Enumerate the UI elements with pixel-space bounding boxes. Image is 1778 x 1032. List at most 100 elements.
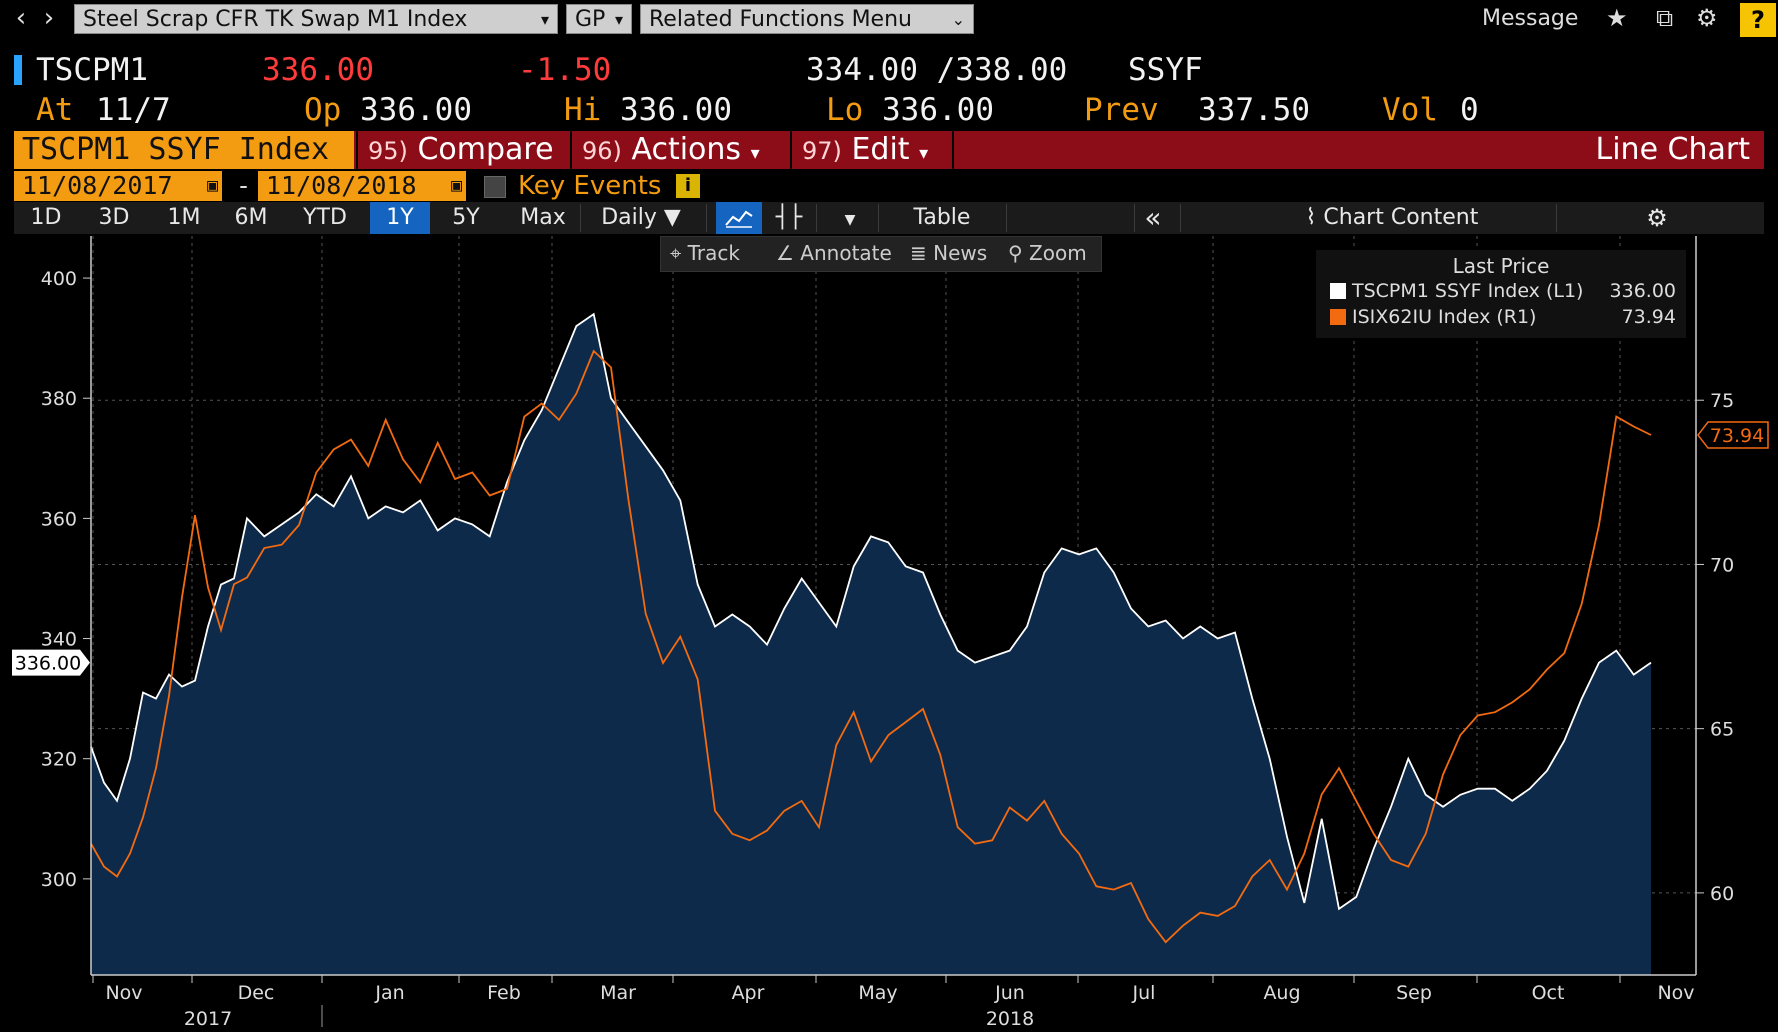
edit-number: 97) (802, 137, 842, 165)
left-tick-label: 360 (41, 508, 77, 530)
end-date-value: 11/08/2018 (266, 171, 417, 200)
net-change: -1.50 (518, 52, 612, 88)
forward-icon[interactable]: › (43, 3, 55, 33)
caret-down-icon: ▼ (844, 212, 856, 228)
left-tick-label: 380 (41, 388, 77, 410)
period-button-max[interactable]: Max (520, 205, 566, 230)
period-button-5y[interactable]: 5Y (452, 205, 480, 230)
start-date-value: 11/08/2017 (22, 171, 173, 200)
last-price-tag-left (12, 649, 90, 676)
key-events-label[interactable]: Key Events (518, 171, 662, 201)
ohlc-bar-icon: ┤├ (775, 205, 803, 230)
related-functions-label: Related Functions Menu (649, 7, 912, 32)
calendar-icon[interactable]: ▣ (207, 175, 218, 196)
start-date-input[interactable]: 11/08/2017 ▣ (14, 171, 222, 201)
chevron-down-icon: ▾ (919, 143, 929, 164)
prev-value: 337.50 (1198, 92, 1310, 128)
annotate-button[interactable]: ∠ Annotate (776, 236, 892, 270)
chart-type-label: Line Chart (1595, 132, 1751, 167)
high-value: 336.00 (620, 92, 732, 128)
period-button-ytd[interactable]: YTD (303, 205, 347, 230)
ticker: TSCPM1 (36, 52, 148, 88)
collapse-double-chevron-icon[interactable]: « (1144, 201, 1162, 234)
legend-item[interactable]: ISIX62IU Index (R1) 73.94 (1330, 306, 1676, 328)
security-name[interactable]: TSCPM1 SSYF Index (14, 131, 354, 169)
divider (816, 204, 817, 232)
favorite-star-icon[interactable]: ★ (1606, 4, 1628, 32)
chevron-down-icon: ▾ (540, 10, 549, 29)
ticker-marker (14, 55, 22, 85)
edit-button[interactable]: 97) Edit ▾ (790, 131, 950, 169)
news-button[interactable]: ≣ News (910, 236, 987, 270)
right-tick-label: 60 (1710, 883, 1734, 905)
legend-title: Last Price (1452, 254, 1550, 278)
legend-item[interactable]: TSCPM1 SSYF Index (L1) 336.00 (1330, 280, 1676, 302)
x-tick-label: Sep (1396, 982, 1432, 1004)
zoom-label: Zoom (1029, 241, 1087, 265)
period-button-6m[interactable]: 6M (234, 205, 268, 230)
calendar-icon[interactable]: ▣ (451, 175, 462, 196)
settings-gear-icon[interactable]: ⚙ (1696, 4, 1718, 32)
series-area-tscpm1-ssyf-index (91, 314, 1651, 976)
x-tick-label: Mar (600, 982, 636, 1004)
date-separator: - (236, 171, 252, 200)
divider (1180, 204, 1181, 232)
right-tick-label: 75 (1710, 390, 1734, 412)
open-value: 336.00 (360, 92, 472, 128)
x-tick-label: Nov (105, 982, 142, 1004)
bid-ask: 334.00 /338.00 (806, 52, 1068, 88)
divider (1006, 204, 1007, 232)
info-icon[interactable]: i (676, 174, 700, 198)
left-tick-label: 340 (41, 629, 77, 651)
track-button[interactable]: ⌖ Track (670, 236, 740, 270)
caret-down-icon: ▼ (663, 205, 681, 230)
chart-content-icon: ⌇ (1305, 205, 1317, 230)
chart-style-dropdown[interactable]: ▼ (822, 202, 878, 234)
frequency-dropdown[interactable]: Daily ▼ (586, 202, 696, 234)
low-label: Lo (826, 92, 864, 128)
news-list-icon: ≣ (910, 241, 927, 265)
related-functions-dropdown[interactable]: Related Functions Menu ⌄ (640, 4, 974, 34)
actions-label: Actions (631, 132, 742, 167)
pricing-source: SSYF (1128, 52, 1203, 88)
line-chart-style-button[interactable] (716, 202, 762, 234)
x-tick-label: Jun (994, 982, 1025, 1004)
low-value: 336.00 (882, 92, 994, 128)
divider (580, 204, 581, 232)
period-button-1m[interactable]: 1M (167, 205, 201, 230)
source-dropdown[interactable]: GP ▾ (566, 4, 632, 34)
year-label: 2017 (184, 1008, 232, 1030)
chart-legend[interactable]: Last Price TSCPM1 SSYF Index (L1) 336.00… (1316, 250, 1686, 338)
compare-number: 95) (368, 137, 408, 165)
period-button-1d[interactable]: 1D (30, 205, 62, 230)
year-label: 2018 (986, 1008, 1034, 1030)
chart-content-button[interactable]: ⌇ Chart Content (1262, 202, 1522, 234)
news-label: News (933, 241, 988, 265)
zoom-button[interactable]: ⚲ Zoom (1008, 236, 1087, 270)
chart-settings-gear-icon[interactable]: ⚙ (1646, 204, 1668, 232)
help-button[interactable]: ? (1740, 3, 1776, 37)
legend-swatch (1330, 283, 1346, 299)
legend-swatch (1330, 309, 1346, 325)
double-chevron-down-icon: ⌄ (951, 10, 965, 29)
x-tick-label: Jul (1132, 982, 1156, 1004)
security-dropdown[interactable]: Steel Scrap CFR TK Swap M1 Index ▾ (74, 4, 558, 34)
compare-label: Compare (417, 132, 554, 167)
compare-button[interactable]: 95) Compare (356, 131, 568, 169)
volume-label: Vol (1382, 92, 1438, 128)
divider (1134, 204, 1135, 232)
export-window-icon[interactable]: ⧉ (1656, 4, 1674, 32)
prev-label: Prev (1084, 92, 1159, 128)
price-chart[interactable]: 300 320 340 360 380 400 60 65 70 75 Nov Dec Jan Feb Ma… (0, 236, 1778, 1032)
back-icon[interactable]: ‹ (15, 3, 27, 33)
chevron-down-icon: ▾ (614, 10, 623, 29)
source-dropdown-label: GP (575, 7, 606, 32)
period-button-3d[interactable]: 3D (98, 205, 130, 230)
period-button-1y[interactable]: 1Y (370, 202, 430, 234)
key-events-checkbox[interactable] (484, 176, 506, 198)
table-button[interactable]: Table (913, 205, 971, 230)
message-link[interactable]: Message (1482, 6, 1579, 31)
actions-button[interactable]: 96) Actions ▾ (570, 131, 788, 169)
bar-chart-style-button[interactable]: ┤├ (766, 202, 812, 234)
end-date-input[interactable]: 11/08/2018 ▣ (258, 171, 466, 201)
